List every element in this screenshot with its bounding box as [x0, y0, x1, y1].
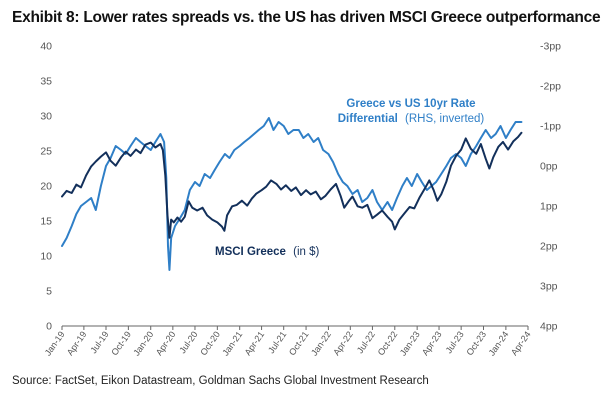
y-left-tick-label: 5: [46, 286, 52, 298]
y-right-tick-label: 3pp: [540, 281, 558, 293]
x-tick-label: Jan-24: [487, 329, 511, 357]
x-tick-label: Oct-19: [109, 329, 133, 357]
x-tick-label: Apr-20: [154, 329, 178, 357]
x-tick-label: Apr-24: [509, 329, 533, 357]
y-left-tick-label: 10: [40, 251, 52, 263]
msci-greece-annotation: MSCI Greece (in $): [215, 246, 320, 258]
plot-area: [61, 117, 523, 271]
rate-differential-note: (RHS, inverted): [405, 113, 484, 125]
x-tick-label: Apr-23: [420, 329, 444, 357]
y-right-tick-label: 2pp: [540, 241, 558, 253]
rate-differential-annotation-line1: Greece vs US 10yr Rate: [346, 98, 475, 110]
x-tick-label: Jan-19: [43, 329, 67, 357]
x-tick-label: Apr-22: [331, 329, 355, 357]
rate-differential-label-2: Differential: [338, 113, 398, 125]
x-tick-label: Jul-21: [266, 329, 288, 355]
x-tick-label: Oct-22: [376, 329, 400, 357]
msci-greece-unit: (in $): [293, 246, 319, 258]
y-right-tick-label: 0pp: [540, 161, 558, 173]
rate-differential-annotation-line2: Differential (RHS, inverted): [338, 113, 485, 125]
y-right-tick-label: -1pp: [540, 121, 561, 133]
y-axis-right: -3pp -2pp -1pp 0pp 1pp 2pp 3pp 4pp: [540, 41, 561, 333]
chart-title: Exhibit 8: Lower rates spreads vs. the U…: [12, 9, 601, 26]
y-left-tick-label: 35: [40, 76, 52, 88]
x-tick-label: Jul-23: [444, 329, 466, 355]
y-left-tick-label: 15: [40, 216, 52, 228]
y-right-tick-label: -3pp: [540, 41, 561, 53]
x-tick-label: Apr-21: [243, 329, 267, 357]
x-tick-label: Oct-23: [464, 329, 488, 357]
rate-differential-label: Greece vs US 10yr Rate: [346, 98, 475, 110]
x-tick-label: Jan-23: [398, 329, 422, 357]
x-tick-label: Oct-20: [198, 329, 222, 357]
y-right-tick-label: -2pp: [540, 81, 561, 93]
msci-greece-label: MSCI Greece: [215, 246, 286, 258]
y-left-tick-label: 0: [46, 321, 52, 333]
x-tick-label: Jan-22: [309, 329, 333, 357]
y-left-tick-label: 40: [40, 41, 52, 53]
msci-greece-line: [61, 131, 523, 239]
y-left-tick-label: 30: [40, 111, 52, 123]
annotations: MSCI Greece (in $) Greece vs US 10yr Rat…: [215, 98, 484, 258]
x-tick-label: Jul-22: [355, 329, 377, 355]
x-tick-label: Jan-20: [131, 329, 155, 357]
x-tick-label: Apr-19: [65, 329, 89, 357]
y-left-tick-label: 20: [40, 181, 52, 193]
x-tick-label: Jul-19: [88, 329, 110, 355]
y-left-tick-label: 25: [40, 146, 52, 158]
x-tick-label: Jan-21: [220, 329, 244, 357]
y-axis-left: 0 5 10 15 20 25 30 35 40: [40, 41, 52, 333]
y-right-tick-label: 1pp: [540, 201, 558, 213]
rate-differential-line: [61, 117, 523, 271]
source-note: Source: FactSet, Eikon Datastream, Goldm…: [12, 375, 429, 387]
x-tick-label: Oct-21: [287, 329, 311, 357]
x-tick-label: Jul-20: [177, 329, 199, 355]
y-right-tick-label: 4pp: [540, 321, 558, 333]
